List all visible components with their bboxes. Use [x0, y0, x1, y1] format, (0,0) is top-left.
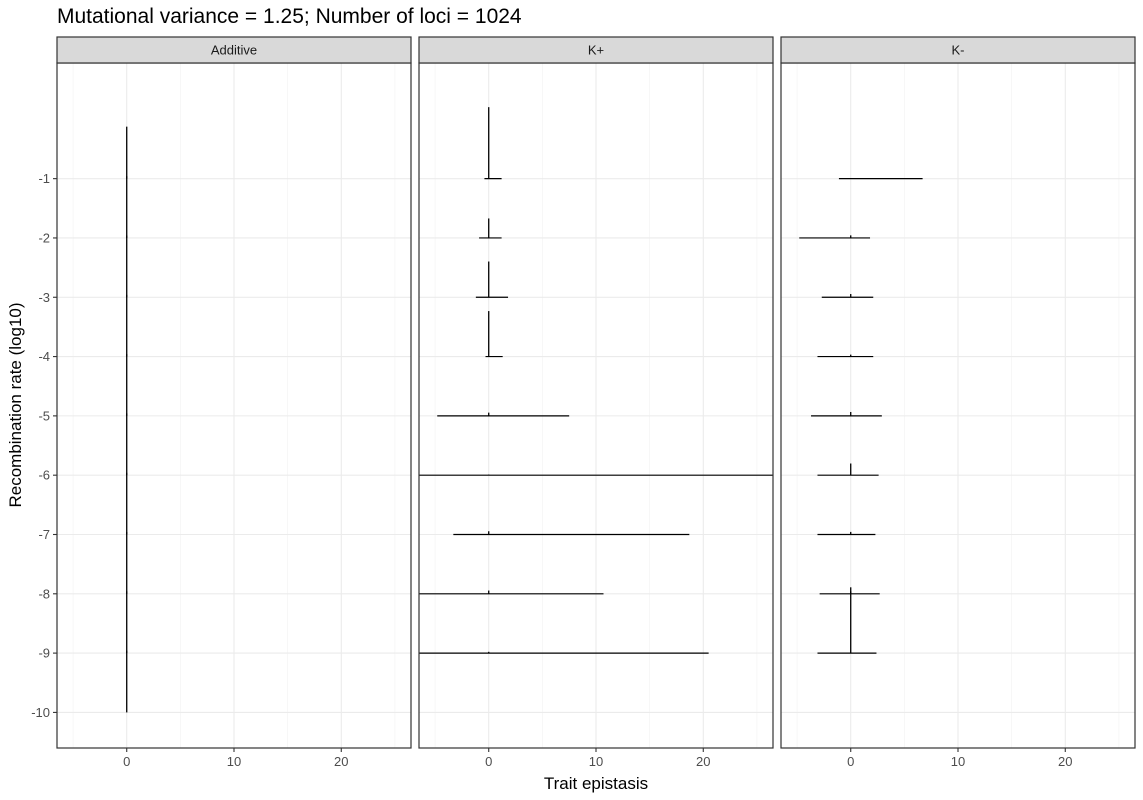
y-tick-label: -1 — [38, 171, 50, 186]
ridges — [419, 107, 773, 654]
x-axis-title: Trait epistasis — [544, 774, 648, 793]
y-tick-label: -4 — [38, 349, 50, 364]
y-tick-label: -9 — [38, 646, 50, 661]
facet-strip-label: K+ — [588, 43, 604, 58]
ridges — [799, 178, 923, 654]
y-tick-label: -7 — [38, 527, 50, 542]
ridge — [419, 651, 709, 654]
y-tick-label: -3 — [38, 290, 50, 305]
ridge — [485, 311, 503, 358]
facet-strip-label: K- — [952, 43, 965, 58]
ridge — [484, 107, 502, 180]
x-tick-label: 0 — [123, 754, 130, 769]
ridge — [453, 531, 690, 536]
panel-k-minus: K- 0 10 20 — [780, 36, 1136, 769]
x-tick-label: 10 — [227, 754, 241, 769]
x-tick-label: 0 — [485, 754, 492, 769]
ridge — [419, 590, 604, 595]
panel-additive: Additive 0 10 20 — [56, 36, 412, 769]
ridge — [799, 235, 871, 239]
y-axis-title: Recombination rate (log10) — [6, 302, 25, 507]
y-tick-label: -10 — [31, 705, 50, 720]
facet-strip — [56, 36, 412, 64]
ridge — [817, 354, 874, 358]
facet-strip-label: Additive — [211, 43, 257, 58]
y-axis-tick-labels: -1 -2 -3 -4 -5 -6 -7 -8 -9 -10 — [31, 171, 57, 720]
y-tick-label: -5 — [38, 408, 50, 423]
ridge — [479, 218, 502, 239]
ridge — [817, 463, 879, 476]
y-tick-label: -6 — [38, 468, 50, 483]
x-tick-label: 20 — [696, 754, 710, 769]
ridge — [475, 261, 509, 298]
x-tick-label: 20 — [1058, 754, 1072, 769]
chart-title: Mutational variance = 1.25; Number of lo… — [57, 5, 522, 28]
facet-panels: Additive 0 10 20 K+ 0 10 20 K- 0 10 20 — [56, 36, 1136, 769]
facet-strip — [418, 36, 774, 64]
ridge — [817, 531, 876, 536]
x-tick-label: 0 — [847, 754, 854, 769]
panel-k-plus: K+ 0 10 20 — [418, 36, 774, 769]
y-tick-label: -2 — [38, 230, 50, 245]
facet-strip — [780, 36, 1136, 64]
x-tick-label: 10 — [951, 754, 965, 769]
x-tick-label: 20 — [334, 754, 348, 769]
ridge — [437, 412, 570, 417]
ridge — [419, 474, 773, 476]
x-tick-label: 10 — [589, 754, 603, 769]
ridge — [811, 411, 882, 417]
y-tick-label: -8 — [38, 586, 50, 601]
ridge — [821, 294, 874, 298]
ridge — [817, 591, 877, 654]
